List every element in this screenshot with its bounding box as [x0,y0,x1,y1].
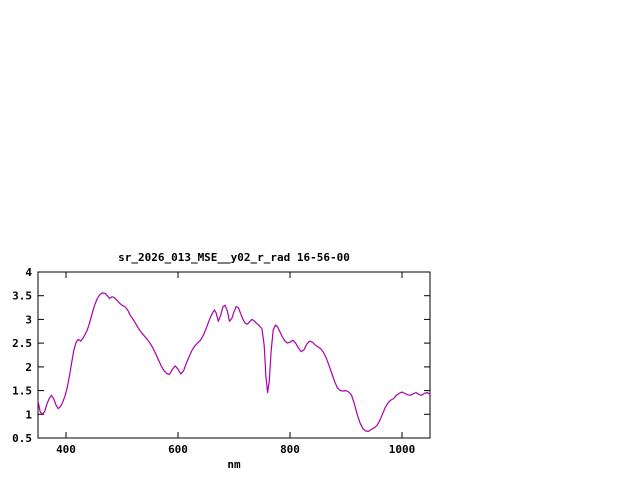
y-tick-label: 0.5 [12,432,32,445]
x-tick-label: 400 [56,443,76,456]
plot-border [37,271,431,439]
y-tick-label: 2.5 [12,337,32,350]
y-tick-label: 2 [25,361,32,374]
chart-title: sr_2026_013_MSE__y02_r_rad 16-56-00 [118,251,350,264]
x-tick-label: 1000 [389,443,416,456]
y-tick-label: 3 [25,313,32,326]
x-tick-label: 600 [168,443,188,456]
y-tick-label: 1 [25,408,32,421]
y-tick-label: 3.5 [12,290,32,303]
x-axis-label: nm [227,458,241,471]
y-tick-label: 1.5 [12,385,32,398]
series-line [37,292,431,432]
x-tick-label: 800 [280,443,300,456]
y-tick-label: 4 [25,266,32,279]
